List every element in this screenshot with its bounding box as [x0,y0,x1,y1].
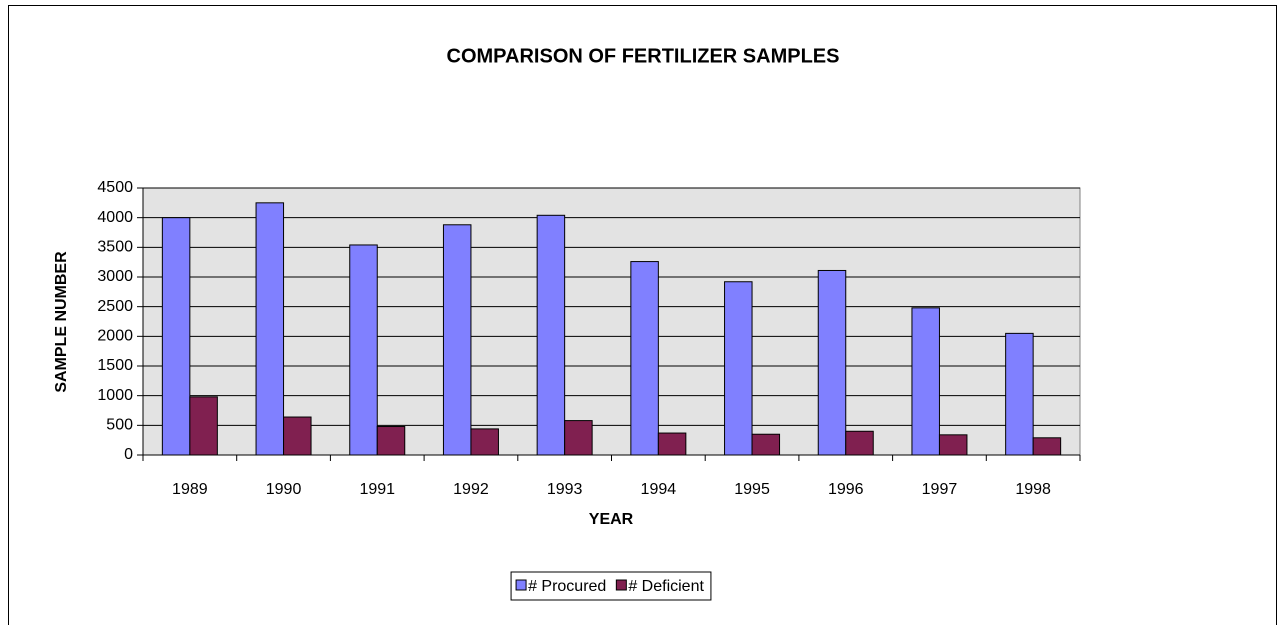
bar [1005,332,1034,456]
legend-swatch [515,579,527,591]
x-tick-label: 1997 [922,481,958,498]
bar [189,396,218,456]
x-tick-label: 1995 [734,481,770,498]
y-tick-label: 4000 [97,209,133,226]
bar [1032,437,1062,456]
bar [911,307,940,456]
bar [938,434,968,456]
bar [442,224,472,456]
x-tick-label: 1992 [453,481,489,498]
legend-label: # Deficient [628,578,704,595]
y-tick-label: 2000 [97,328,133,345]
bar [630,261,659,456]
y-tick-label: 1500 [97,357,133,374]
y-axis-label: SAMPLE NUMBER [53,251,70,393]
bar [536,214,566,456]
bar [751,433,781,456]
bar [349,244,378,456]
bar [564,420,593,456]
x-tick-label: 1994 [641,481,677,498]
legend-swatch [615,579,627,591]
bar [657,432,687,456]
legend-label: # Procured [528,578,606,595]
x-tick-label: 1998 [1015,481,1051,498]
x-tick-label: 1996 [828,481,864,498]
x-tick-label: 1993 [547,481,583,498]
y-tick-label: 3500 [97,239,133,256]
legend [510,571,712,601]
bar [845,430,874,456]
y-tick-label: 1000 [97,387,133,404]
bar [817,269,847,456]
y-tick-label: 3000 [97,268,133,285]
x-tick-label: 1991 [359,481,395,498]
bar [283,416,312,456]
y-tick-label: 4500 [97,179,133,196]
x-tick-label: 1990 [266,481,302,498]
chart-title: COMPARISON OF FERTILIZER SAMPLES [447,45,840,67]
y-tick-label: 2500 [97,298,133,315]
y-tick-label: 0 [124,446,133,463]
bar [255,202,285,456]
y-tick-label: 500 [106,417,133,434]
bar [376,426,406,456]
x-axis-label: YEAR [589,511,634,528]
bar [724,281,753,456]
bar [470,428,499,456]
bar [161,217,191,456]
x-tick-label: 1989 [172,481,208,498]
